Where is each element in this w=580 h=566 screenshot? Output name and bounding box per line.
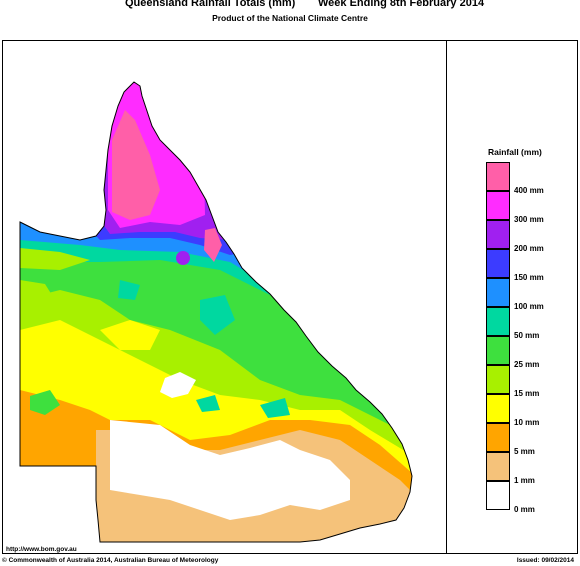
legend-label: 300 mm bbox=[514, 215, 544, 224]
legend-label: 1 mm bbox=[514, 476, 535, 485]
source-url[interactable]: http://www.bom.gov.au bbox=[6, 546, 77, 553]
legend-swatch bbox=[486, 307, 510, 336]
legend-label: 400 mm bbox=[514, 186, 544, 195]
legend-swatch bbox=[486, 481, 510, 510]
legend-label: 50 mm bbox=[514, 331, 540, 340]
copyright-text: © Commonwealth of Australia 2014, Austra… bbox=[2, 557, 219, 564]
legend-label: 0 mm bbox=[514, 505, 535, 514]
legend-swatch bbox=[486, 452, 510, 481]
issued-date: Issued: 09/02/2014 bbox=[516, 557, 574, 564]
legend-label: 25 mm bbox=[514, 360, 540, 369]
legend-divider bbox=[446, 40, 447, 554]
legend-label: 15 mm bbox=[514, 389, 540, 398]
legend-swatch bbox=[486, 249, 510, 278]
legend-swatch bbox=[486, 162, 510, 191]
queensland-outline bbox=[19, 81, 413, 543]
legend-swatch bbox=[486, 394, 510, 423]
legend-title: Rainfall (mm) bbox=[488, 147, 542, 157]
legend-label: 150 mm bbox=[514, 273, 544, 282]
legend-swatch bbox=[486, 423, 510, 452]
map-subtitle: Product of the National Climate Centre bbox=[212, 13, 368, 23]
legend-label: 200 mm bbox=[514, 244, 544, 253]
legend-swatch bbox=[486, 220, 510, 249]
map-title: Queensland Rainfall Totals (mm) bbox=[125, 0, 296, 9]
rainfall-zones bbox=[20, 82, 412, 542]
legend-swatch bbox=[486, 336, 510, 365]
map-period: Week Ending 8th February 2014 bbox=[318, 0, 485, 9]
legend-label: 5 mm bbox=[514, 447, 535, 456]
legend-label: 10 mm bbox=[514, 418, 540, 427]
legend-swatch bbox=[486, 278, 510, 307]
legend-swatch bbox=[486, 191, 510, 220]
legend-swatch bbox=[486, 365, 510, 394]
legend-label: 100 mm bbox=[514, 302, 544, 311]
